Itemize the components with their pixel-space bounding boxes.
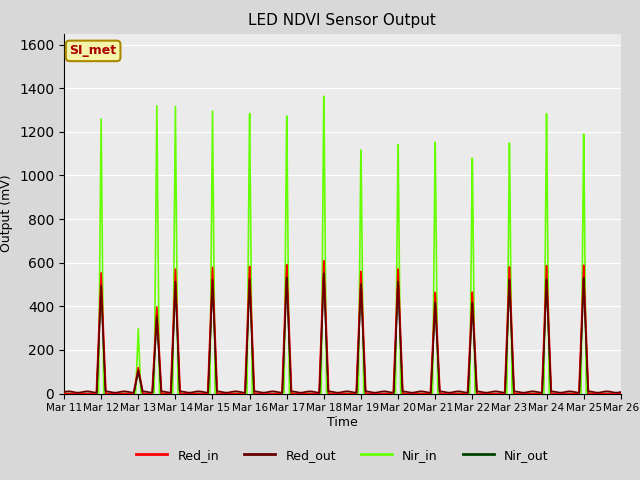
Line: Red_in: Red_in: [64, 261, 621, 394]
Red_out: [612, 390, 620, 396]
Nir_in: [274, 391, 282, 396]
Legend: Red_in, Red_out, Nir_in, Nir_out: Red_in, Red_out, Nir_in, Nir_out: [131, 444, 554, 467]
Red_out: [617, 389, 625, 395]
Nir_out: [157, 379, 164, 384]
Line: Red_out: Red_out: [64, 273, 621, 393]
Nir_out: [546, 367, 554, 372]
Red_in: [320, 258, 328, 264]
Red_out: [157, 378, 164, 384]
Line: Nir_out: Nir_out: [64, 275, 621, 394]
Nir_in: [617, 391, 625, 396]
Red_in: [60, 391, 68, 396]
Red_in: [298, 391, 305, 396]
Nir_in: [546, 391, 554, 396]
Red_out: [60, 389, 68, 395]
Nir_out: [124, 391, 131, 396]
Nir_in: [320, 93, 328, 99]
Red_out: [298, 390, 305, 396]
Red_out: [320, 270, 328, 276]
X-axis label: Time: Time: [327, 416, 358, 429]
Title: LED NDVI Sensor Output: LED NDVI Sensor Output: [248, 13, 436, 28]
Red_in: [274, 391, 282, 396]
Red_out: [606, 389, 614, 395]
Nir_out: [274, 391, 282, 396]
Red_in: [546, 355, 554, 361]
Line: Nir_in: Nir_in: [64, 96, 621, 394]
Red_in: [606, 391, 614, 396]
Y-axis label: Output (mV): Output (mV): [1, 175, 13, 252]
Nir_in: [298, 391, 305, 396]
Red_out: [124, 389, 131, 395]
Nir_in: [157, 391, 164, 396]
Nir_out: [320, 272, 328, 278]
Red_out: [274, 389, 282, 395]
Nir_out: [617, 391, 625, 396]
Nir_in: [606, 391, 614, 396]
Red_in: [124, 391, 131, 396]
Red_in: [617, 391, 625, 396]
Nir_in: [60, 391, 68, 396]
Nir_in: [124, 391, 131, 396]
Red_out: [546, 367, 554, 372]
Nir_out: [60, 391, 68, 396]
Text: SI_met: SI_met: [70, 44, 116, 58]
Nir_out: [606, 391, 614, 396]
Nir_out: [298, 391, 305, 396]
Red_in: [157, 371, 164, 377]
